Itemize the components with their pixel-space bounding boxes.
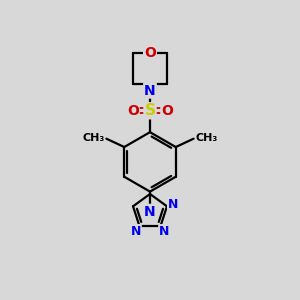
Text: O: O (144, 46, 156, 60)
Text: N: N (144, 84, 156, 98)
Text: N: N (159, 225, 169, 238)
Text: CH₃: CH₃ (83, 133, 105, 143)
Text: N: N (130, 225, 141, 238)
Text: CH₃: CH₃ (195, 133, 217, 143)
Text: O: O (127, 104, 139, 118)
Text: O: O (161, 104, 173, 118)
Text: S: S (145, 103, 155, 118)
Text: N: N (144, 205, 156, 219)
Text: N: N (168, 198, 178, 211)
